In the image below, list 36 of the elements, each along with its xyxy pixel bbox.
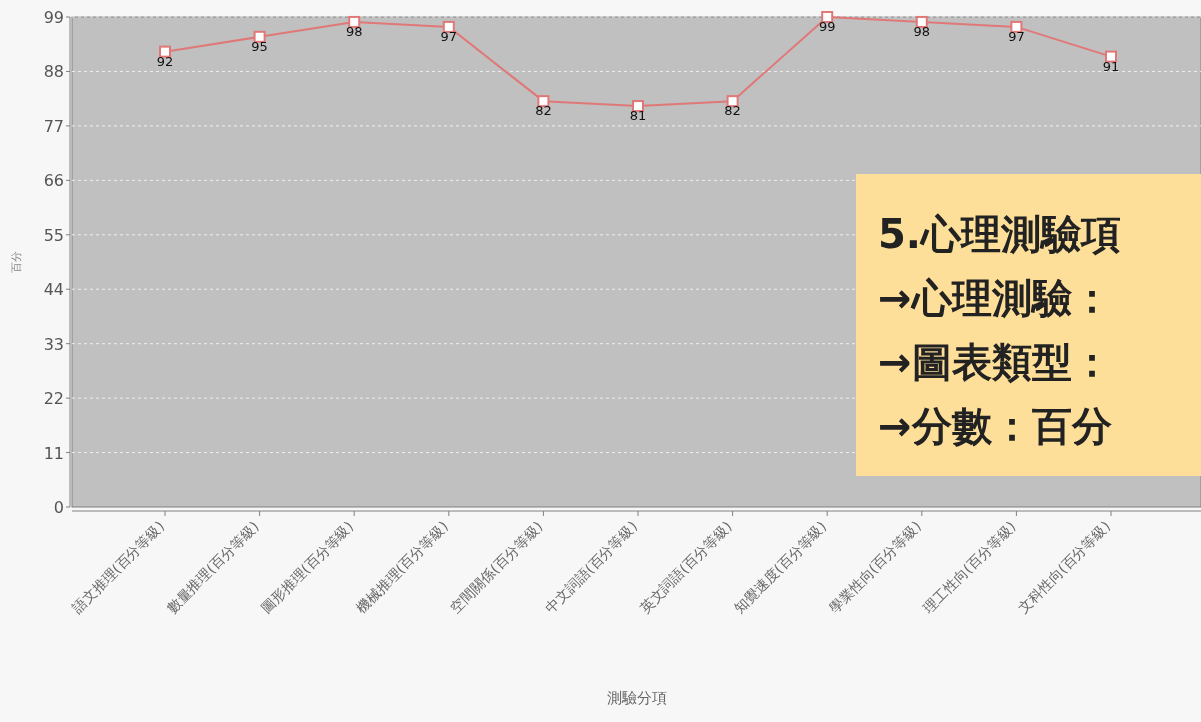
point [1105, 50, 1117, 63]
data-label: 92 [156, 53, 174, 69]
y-tick-label: 22 [43, 389, 64, 409]
data-label: 81 [629, 108, 647, 124]
data-label: 91 [1102, 58, 1120, 74]
y-tick-label: 11 [43, 443, 64, 463]
y-tick-label: 99 [43, 8, 64, 27]
y-axis-title: 百分 [10, 251, 23, 273]
annotation: →心理測驗： [878, 275, 1112, 321]
data-label: 95 [251, 38, 268, 54]
point [253, 30, 266, 43]
data-label: 97 [440, 28, 458, 44]
point [159, 45, 171, 58]
data-label: 98 [913, 23, 931, 39]
point [915, 15, 928, 28]
point [442, 20, 455, 33]
annotation: →圖表類型： [878, 339, 1112, 385]
point [348, 15, 361, 28]
annotation: →分數：百分 [878, 403, 1112, 449]
y-tick-label: 0 [53, 498, 64, 517]
x-axis-title: 測驗分項 [607, 689, 667, 707]
y-tick-label: 44 [43, 280, 64, 300]
annotation: 5.心理測驗項 [878, 211, 1122, 257]
data-label: 98 [345, 23, 363, 39]
x-tick-label: 語文推理(百分等級) [68, 517, 168, 617]
y-tick-label: 77 [43, 116, 64, 136]
data-label: 82 [724, 103, 741, 119]
point [1010, 20, 1023, 33]
y-tick-label: 33 [43, 334, 64, 354]
y-tick-label: 88 [43, 62, 64, 82]
data-label: 82 [535, 103, 552, 119]
data-label: 97 [1008, 28, 1025, 44]
data-label: 99 [818, 19, 836, 34]
y-tick-label: 66 [43, 171, 64, 191]
point [821, 11, 834, 23]
y-tick-label: 55 [43, 225, 64, 245]
